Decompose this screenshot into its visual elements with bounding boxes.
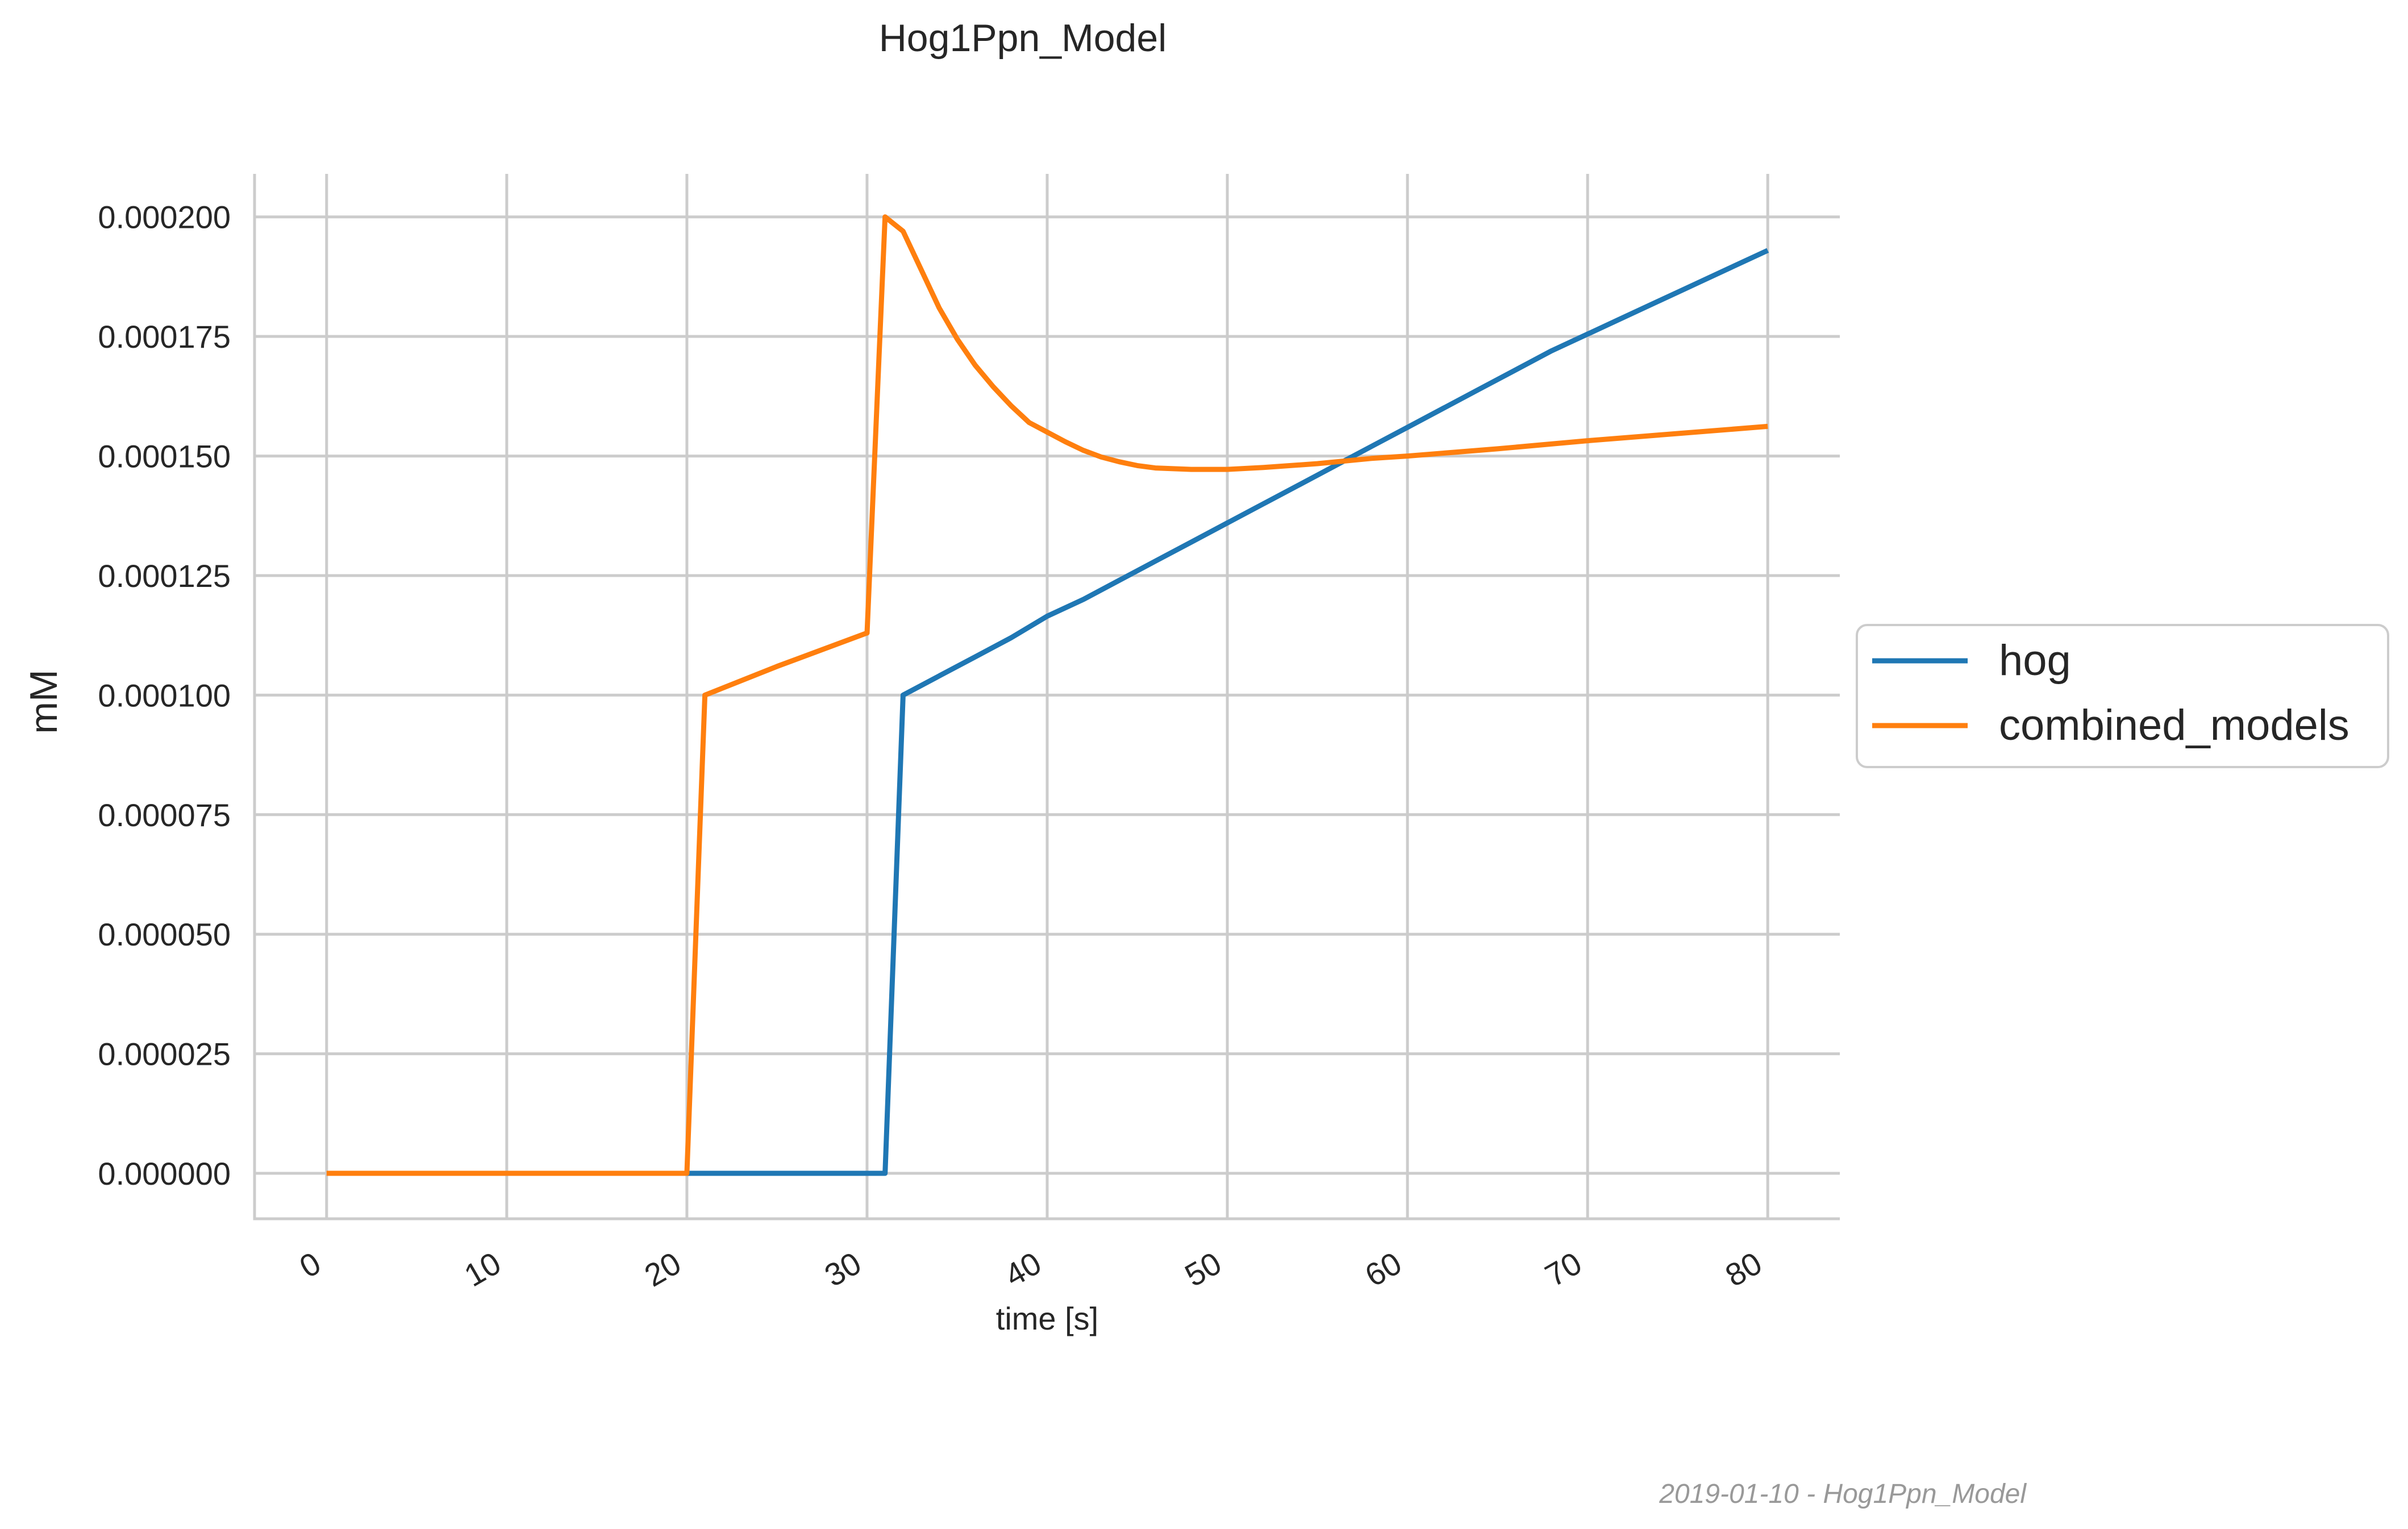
- series-layer: [326, 214, 1769, 1176]
- footer-caption: 2019-01-10 - Hog1Ppn_Model: [1659, 1479, 2027, 1509]
- x-tick-label: 50: [1179, 1245, 1227, 1294]
- x-gridlines: [325, 174, 1769, 1219]
- series-line-hog: [686, 248, 1769, 1176]
- y-tick-label: 0.000100: [98, 677, 231, 713]
- legend: hog combined_models: [1856, 624, 2389, 768]
- chart-title: Hog1Ppn_Model: [879, 16, 1167, 60]
- legend-frame: [1856, 624, 2389, 768]
- y-tick-label: 0.000050: [98, 916, 231, 952]
- y-tick-label: 0.000200: [98, 199, 231, 235]
- y-tick-label: 0.000075: [98, 797, 231, 833]
- axis-spines: [253, 174, 1840, 1220]
- x-tick-label: 80: [1719, 1245, 1768, 1294]
- legend-label-hog: hog: [1999, 636, 2071, 685]
- x-tick-label: 30: [819, 1245, 867, 1294]
- x-tick-label: 0: [293, 1245, 326, 1285]
- y-tick-label: 0.000000: [98, 1156, 231, 1191]
- x-tick-labels: 0 10 20 30 40 50 60 70 80: [293, 1245, 1768, 1294]
- x-tick-label: 60: [1359, 1245, 1407, 1294]
- x-tick-label: 10: [458, 1245, 506, 1294]
- x-tick-label: 70: [1539, 1245, 1588, 1294]
- y-tick-label: 0.000175: [98, 319, 231, 355]
- legend-label-combined-models: combined_models: [1999, 701, 2349, 749]
- y-tick-label: 0.000150: [98, 439, 231, 474]
- series-line-combined-models: [326, 214, 1768, 1176]
- y-tick-labels: 0.000000 0.000025 0.000050 0.000075 0.000100…: [98, 199, 231, 1191]
- x-tick-label: 40: [999, 1245, 1047, 1294]
- y-tick-label: 0.000025: [98, 1036, 231, 1072]
- y-axis-label: mM: [22, 669, 65, 734]
- x-axis-label: time [s]: [996, 1301, 1098, 1336]
- y-tick-label: 0.000125: [98, 558, 231, 594]
- x-tick-label: 20: [638, 1245, 686, 1294]
